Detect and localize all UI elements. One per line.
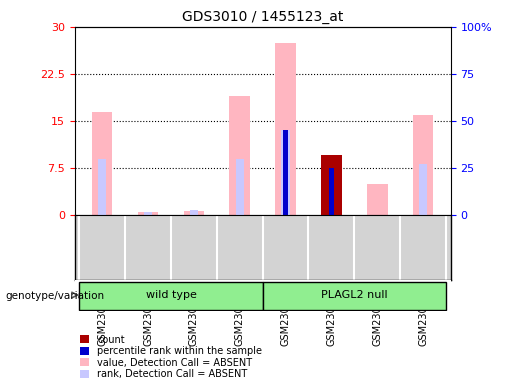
Bar <box>263 282 446 310</box>
Bar <box>367 184 388 215</box>
Bar <box>92 112 112 215</box>
Bar <box>413 115 434 215</box>
Bar <box>281 131 290 215</box>
Text: wild type: wild type <box>146 290 196 300</box>
Bar <box>190 210 198 215</box>
Bar <box>275 43 296 215</box>
Bar <box>235 159 244 215</box>
Text: PLAGL2 null: PLAGL2 null <box>321 290 388 300</box>
Legend: count, percentile rank within the sample, value, Detection Call = ABSENT, rank, : count, percentile rank within the sample… <box>79 335 262 379</box>
Bar <box>229 96 250 215</box>
Bar <box>144 212 152 215</box>
Bar <box>419 164 427 215</box>
Bar <box>138 212 158 215</box>
Text: genotype/variation: genotype/variation <box>5 291 104 301</box>
Bar <box>283 131 288 215</box>
Bar <box>98 159 106 215</box>
Bar <box>321 156 342 215</box>
Title: GDS3010 / 1455123_at: GDS3010 / 1455123_at <box>182 10 344 25</box>
Bar <box>79 282 263 310</box>
Bar <box>183 211 204 215</box>
Bar <box>329 168 334 215</box>
